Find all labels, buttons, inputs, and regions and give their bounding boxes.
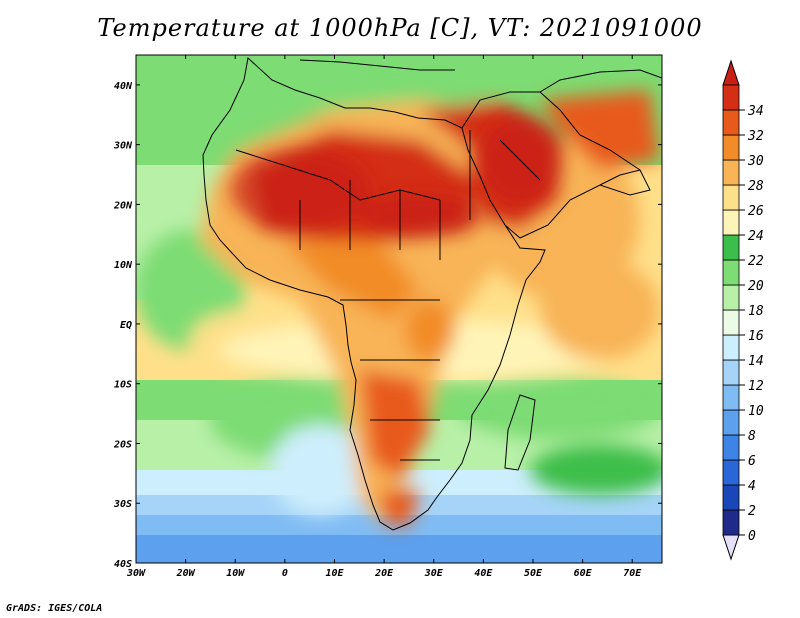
colorbar-label: 14	[748, 354, 764, 369]
colorbar-segment	[722, 484, 740, 511]
lon-tick-label: 30E	[424, 568, 444, 579]
colorbar-label: 18	[748, 304, 764, 319]
colorbar-label: 10	[748, 404, 764, 419]
lon-tick-label: 50E	[524, 568, 543, 579]
colorbar-label: 0	[748, 529, 756, 544]
lat-tick-label: 20N	[113, 200, 133, 211]
lat-tick-label: 30N	[113, 141, 133, 152]
grads-credit: GrADS: IGES/COLA	[6, 603, 103, 614]
lat-tick-label: EQ	[120, 320, 132, 331]
colorbar-label: 26	[748, 204, 764, 219]
lon-tick-label: 40E	[474, 568, 493, 579]
temperature-field	[136, 55, 662, 563]
lat-tick-label: 20S	[113, 439, 132, 450]
lon-tick-label: 10W	[226, 568, 245, 579]
lon-tick-label: 60E	[574, 568, 593, 579]
colorbar-label: 4	[748, 479, 756, 494]
colorbar-segment	[722, 159, 740, 186]
lon-tick-label: 0	[282, 568, 288, 579]
lon-tick-label: 30W	[126, 568, 146, 579]
colorbar-segment	[722, 134, 740, 161]
lat-tick-label: 40N	[114, 81, 133, 92]
colorbar-label: 6	[748, 454, 756, 469]
colorbar-label: 20	[748, 279, 764, 294]
colorbar-segment	[722, 434, 740, 461]
lon-tick-label: 10E	[325, 568, 344, 579]
colorbar-segment	[722, 459, 740, 486]
colorbar-segment	[722, 109, 740, 136]
plot-frame	[135, 54, 663, 564]
colorbar-label: 28	[748, 179, 764, 194]
colorbar-label: 22	[748, 254, 764, 269]
colorbar-label: 30	[747, 154, 764, 169]
colorbar-segment	[722, 509, 740, 536]
lat-tick-label: 10S	[114, 380, 132, 391]
coastlines	[202, 57, 662, 531]
colorbar-segment	[722, 334, 740, 361]
colorbar-label: 34	[747, 104, 764, 119]
lon-tick-label: 20W	[176, 568, 196, 579]
colorbar-label: 24	[748, 229, 764, 244]
colorbar-segment	[722, 209, 740, 236]
lon-tick-label: 20E	[374, 568, 394, 579]
lat-tick-label: 40S	[114, 559, 132, 570]
lat-tick-label: 30S	[113, 499, 132, 510]
colorbar-label: 16	[748, 329, 764, 344]
colorbar-under-triangle	[722, 534, 740, 561]
colorbar-segment	[722, 359, 740, 386]
colorbar-segment	[722, 384, 740, 411]
lat-tick-label: 10N	[114, 260, 133, 271]
colorbar-label: 12	[748, 379, 764, 394]
colorbar-segment	[722, 84, 740, 111]
latitude-axis: 40N 30N 20N 10N EQ 10S 20S 30S 40S	[113, 81, 662, 570]
colorbar-segment	[722, 259, 740, 286]
colorbar-segment	[722, 234, 740, 261]
lon-tick-label: 70E	[623, 568, 642, 579]
colorbar-segment	[722, 309, 740, 336]
colorbar-label: 32	[747, 129, 764, 144]
colorbar-segment	[722, 284, 740, 311]
colorbar-label: 2	[748, 504, 756, 519]
colorbar-label: 8	[748, 429, 756, 444]
colorbar-segment	[722, 409, 740, 436]
longitude-axis: 30W 20W 10W 0 10E 20E 30E 40E 50E 60E 70E	[126, 55, 642, 579]
map-title: Temperature at 1000hPa [C], VT: 20210910…	[97, 14, 703, 42]
colorbar-segment	[722, 184, 740, 211]
colorbar-over-triangle	[722, 59, 740, 86]
